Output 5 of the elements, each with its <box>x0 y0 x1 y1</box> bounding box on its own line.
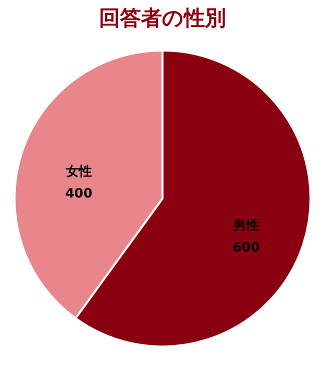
data-label: 600 <box>232 240 260 256</box>
data-label: 400 <box>65 186 92 202</box>
slice-label: 女性 <box>64 164 92 180</box>
slice-label: 男性 <box>232 218 260 234</box>
chart-title: 回答者の性別 <box>99 6 226 30</box>
